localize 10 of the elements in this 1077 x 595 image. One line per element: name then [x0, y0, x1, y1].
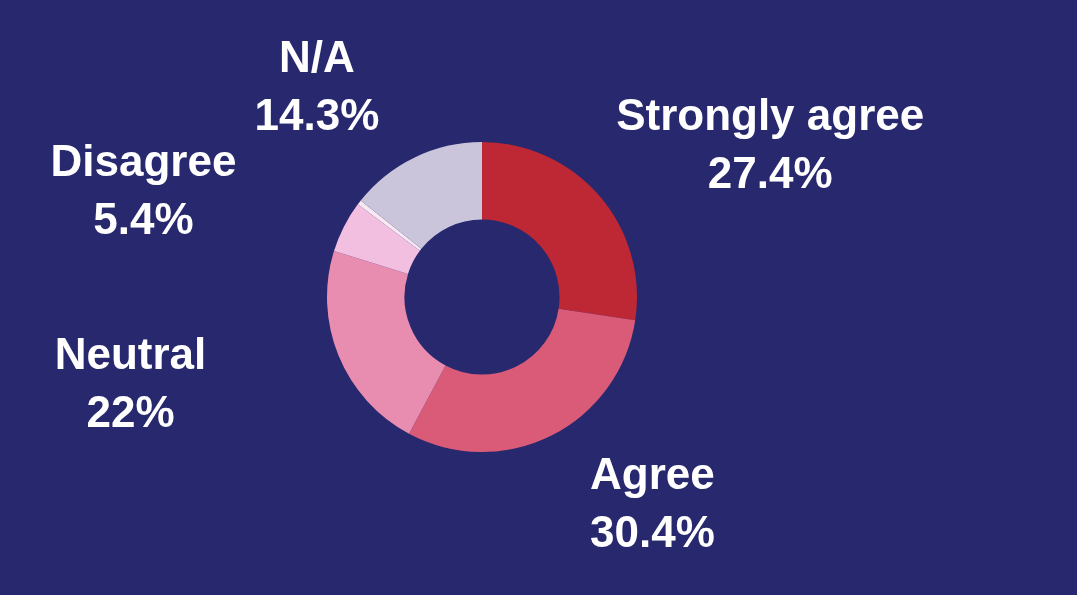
data-label: 22% — [86, 387, 175, 437]
data-label: 14.3% — [254, 90, 380, 140]
data-label: 30.4% — [590, 506, 715, 556]
slice-label: Agree — [590, 448, 715, 498]
slice-label: Disagree — [50, 135, 237, 185]
slice-label: Neutral — [54, 329, 207, 379]
data-label: 5.4% — [93, 193, 194, 243]
slice-label: Strongly agree — [616, 89, 925, 139]
data-label: 27.4% — [707, 147, 833, 197]
slice-label: N/A — [279, 32, 355, 82]
